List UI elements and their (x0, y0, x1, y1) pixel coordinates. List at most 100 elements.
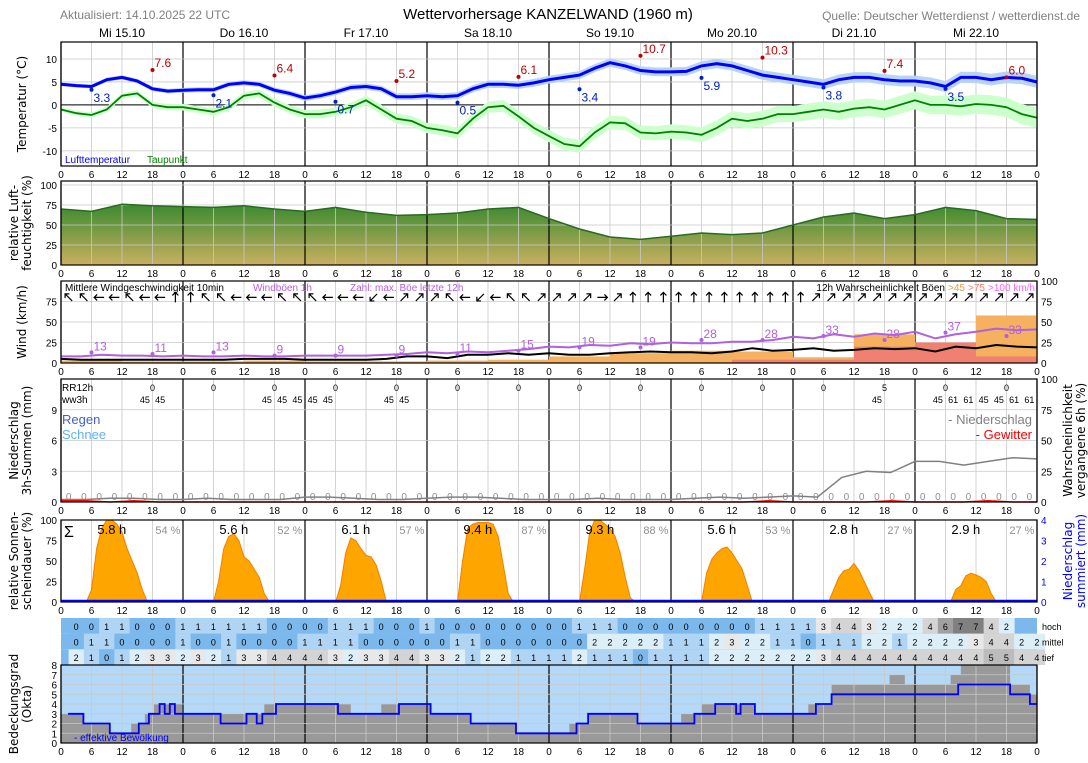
cloud-cell-value: 3 (821, 622, 826, 632)
cloud-cell (373, 649, 390, 665)
cloud-cell-value: 4 (958, 653, 963, 663)
cloud-cell (510, 618, 527, 634)
cloud-cell (129, 649, 146, 665)
precip-3h-sum-label: 0 (569, 492, 575, 503)
y-axis-label-line: Bedeckungsgrad (7, 654, 21, 754)
precip-3h-sum-label: 0 (996, 492, 1002, 503)
legend-dewpoint: Taupunkt (147, 155, 188, 166)
hour-tick-label: 12 (970, 269, 982, 280)
cloud-cell-value: 1 (790, 638, 795, 648)
wind-direction-arrow-icon (476, 293, 485, 302)
cloud-cell-value: 2 (882, 622, 887, 632)
hour-tick-label: 6 (577, 269, 583, 280)
hour-tick-label: 18 (1001, 506, 1013, 517)
cloud-cell-value: 1 (699, 653, 704, 663)
cloud-cell (1029, 633, 1046, 650)
rr12h-value: 0 (1004, 383, 1009, 393)
cloud-cell-value: 4 (409, 653, 414, 663)
cloud-cell-value: 0 (424, 638, 429, 648)
cloud-cell (175, 618, 192, 634)
cloud-cell-value: 0 (272, 638, 277, 648)
sunshine-area (818, 562, 885, 603)
hour-tick-label: 18 (757, 170, 769, 181)
max-temp-marker (1004, 75, 1009, 80)
cloud-cell (526, 649, 542, 665)
y-tick-label: 0 (1041, 359, 1047, 370)
precip-3h-sum-label: 0 (234, 492, 240, 503)
y-axis-label-line: Niederschlag (7, 401, 21, 479)
hour-tick-label: 12 (604, 170, 616, 181)
hour-tick-label: 0 (58, 367, 64, 378)
cloud-cell-value: 1 (119, 622, 124, 632)
hour-tick-label: 18 (147, 367, 159, 378)
hour-tick-label: 18 (1001, 367, 1013, 378)
rr12h-value: 0 (394, 383, 399, 393)
cloud-cover-panel (60, 664, 1038, 744)
arrow-shape (383, 293, 394, 301)
arrow-shape (139, 293, 150, 301)
cloud-cell-value: 0 (516, 638, 521, 648)
cloud-cell-value: 2 (135, 653, 140, 663)
hour-tick-label: 0 (668, 269, 674, 280)
cloud-cell-value: 0 (485, 638, 490, 648)
temperature-line (60, 61, 1038, 100)
cloud-cell-value: 1 (226, 622, 231, 632)
cloud-cell-value: 0 (379, 622, 384, 632)
arrow-shape (1025, 293, 1034, 302)
source-credit: Quelle: Deutscher Wetterdienst / wetterd… (822, 9, 1080, 23)
hour-tick-label: 0 (668, 367, 674, 378)
y-tick-label: 50 (46, 221, 58, 232)
arrow-shape (949, 293, 958, 302)
cloud-cell (449, 633, 466, 650)
hour-tick-label: 12 (726, 506, 738, 517)
sunshine-panel (60, 519, 1038, 603)
cloud-cell-value: 0 (272, 622, 277, 632)
hour-tick-label: 0 (546, 367, 552, 378)
hour-tick-label: 12 (360, 747, 372, 758)
cloud-cell-value: 0 (165, 638, 170, 648)
hour-tick-label: 0 (1034, 506, 1040, 517)
cloud-cell (632, 618, 649, 634)
hour-tick-label: 12 (238, 747, 250, 758)
max-temp-marker (516, 74, 521, 79)
wind-direction-arrow-icon (552, 293, 561, 302)
cloud-cell (541, 618, 558, 634)
cloud-cell-value: 2 (867, 638, 872, 648)
cloud-cell (663, 649, 680, 665)
cloud-cell-value: 3 (867, 622, 872, 632)
precip-3h-sum-label: 0 (279, 492, 285, 503)
wind-direction-arrow-icon (781, 291, 789, 303)
day-label: So 19.10 (586, 26, 634, 40)
max-gust-marker (821, 333, 826, 338)
cloud-cell-value: 2 (760, 638, 765, 648)
cloud-cell-value: 3 (257, 653, 262, 663)
cloud-cell (449, 618, 466, 634)
cloud-cell (266, 618, 283, 634)
hour-tick-label: 18 (391, 170, 403, 181)
wind-direction-arrow-icon (245, 293, 257, 301)
cloud-cell (846, 618, 863, 634)
cloud-cell-value: 2 (897, 622, 902, 632)
cloud-cell (571, 618, 588, 634)
cloud-cell (998, 633, 1015, 650)
sunshine-hours: 2.9 h (951, 522, 980, 537)
wind-direction-arrow-icon (64, 293, 73, 302)
cloud-cell (144, 649, 161, 665)
hour-tick-label: 12 (482, 367, 494, 378)
cloud-cell (99, 633, 115, 650)
precip-3h-sum-label: 0 (508, 492, 514, 503)
hour-tick-label: 6 (699, 506, 705, 517)
arrow-shape (979, 293, 988, 302)
hour-tick-label: 6 (211, 269, 217, 280)
wind-direction-arrow-icon (322, 293, 333, 301)
min-temp-label: 3.3 (94, 91, 111, 105)
wind-direction-arrow-icon (872, 293, 882, 302)
precip-3h-sum-label: 0 (218, 492, 224, 503)
min-temp-marker (211, 93, 216, 98)
cloud-cell-value: 1 (226, 653, 231, 663)
sunshine-area (940, 572, 1007, 603)
cloud-cell (1014, 649, 1030, 665)
hour-tick-label: 18 (757, 747, 769, 758)
precip-3h-sum-label: 0 (615, 492, 621, 503)
hour-tick-label: 18 (391, 506, 403, 517)
